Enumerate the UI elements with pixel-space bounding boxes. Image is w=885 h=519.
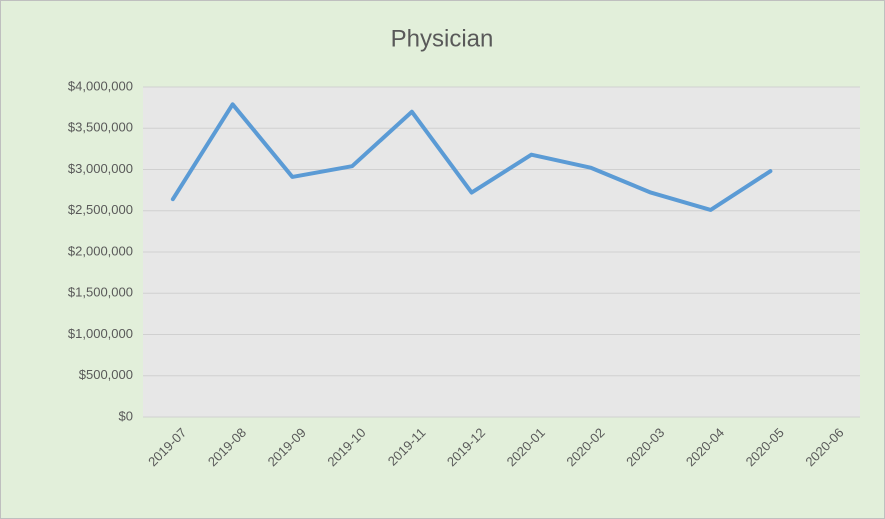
y-tick-label: $0	[119, 408, 133, 423]
y-tick-label: $4,000,000	[68, 78, 133, 93]
chart-title: Physician	[391, 25, 494, 52]
y-tick-label: $2,500,000	[68, 202, 133, 217]
y-tick-label: $3,000,000	[68, 161, 133, 176]
y-tick-label: $3,500,000	[68, 120, 133, 135]
y-tick-label: $1,000,000	[68, 326, 133, 341]
y-tick-label: $500,000	[79, 367, 133, 382]
y-tick-label: $2,000,000	[68, 243, 133, 258]
y-tick-label: $1,500,000	[68, 285, 133, 300]
line-series	[170, 102, 773, 212]
